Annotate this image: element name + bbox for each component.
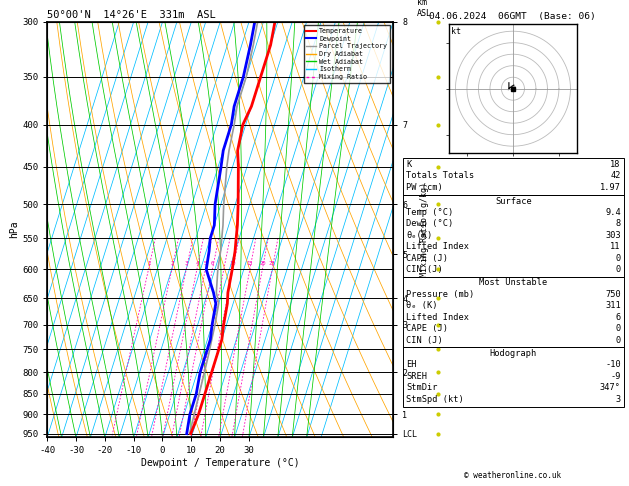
Y-axis label: hPa: hPa	[9, 221, 19, 239]
Text: 4: 4	[195, 261, 199, 266]
Text: Temp (°C): Temp (°C)	[406, 208, 454, 217]
Text: kt: kt	[451, 27, 461, 36]
Legend: Temperature, Dewpoint, Parcel Trajectory, Dry Adiabat, Wet Adiabat, Isotherm, Mi: Temperature, Dewpoint, Parcel Trajectory…	[304, 25, 390, 83]
Text: -10: -10	[605, 361, 621, 369]
Text: 9.4: 9.4	[605, 208, 621, 217]
Text: 25: 25	[269, 261, 276, 266]
Text: CIN (J): CIN (J)	[406, 265, 443, 274]
Text: 50°00'N  14°26'E  331m  ASL: 50°00'N 14°26'E 331m ASL	[47, 10, 216, 20]
Text: 11: 11	[610, 242, 621, 251]
Text: EH: EH	[406, 361, 417, 369]
Text: 0: 0	[616, 335, 621, 345]
Text: Most Unstable: Most Unstable	[479, 278, 547, 288]
Text: SREH: SREH	[406, 372, 427, 381]
Text: 42: 42	[610, 171, 621, 180]
Text: Lifted Index: Lifted Index	[406, 313, 469, 322]
Text: 750: 750	[605, 290, 621, 299]
Text: 10: 10	[230, 261, 236, 266]
Text: 311: 311	[605, 301, 621, 311]
Text: 3: 3	[616, 395, 621, 404]
Text: Lifted Index: Lifted Index	[406, 242, 469, 251]
Text: 6: 6	[616, 313, 621, 322]
Text: 0: 0	[616, 324, 621, 333]
Text: K: K	[406, 160, 411, 169]
Text: 20: 20	[259, 261, 265, 266]
Text: θₑ (K): θₑ (K)	[406, 301, 438, 311]
Text: 2: 2	[170, 261, 174, 266]
Text: 15: 15	[247, 261, 253, 266]
Text: 1.97: 1.97	[600, 183, 621, 192]
Text: -9: -9	[610, 372, 621, 381]
Text: CIN (J): CIN (J)	[406, 335, 443, 345]
Text: CAPE (J): CAPE (J)	[406, 324, 448, 333]
Text: Totals Totals: Totals Totals	[406, 171, 475, 180]
Text: StmSpd (kt): StmSpd (kt)	[406, 395, 464, 404]
Text: 1: 1	[147, 261, 150, 266]
Text: Hodograph: Hodograph	[489, 349, 537, 358]
Text: km
ASL: km ASL	[418, 0, 432, 17]
Text: Surface: Surface	[495, 196, 532, 206]
Y-axis label: Mixing Ratio (g/kg): Mixing Ratio (g/kg)	[420, 182, 429, 277]
Text: 303: 303	[605, 231, 621, 240]
Text: 347°: 347°	[600, 383, 621, 392]
Text: 5: 5	[204, 261, 207, 266]
Text: StmDir: StmDir	[406, 383, 438, 392]
Text: Dewp (°C): Dewp (°C)	[406, 219, 454, 228]
Text: 6: 6	[211, 261, 214, 266]
Text: 0: 0	[616, 254, 621, 263]
Text: CAPE (J): CAPE (J)	[406, 254, 448, 263]
Text: Pressure (mb): Pressure (mb)	[406, 290, 475, 299]
Text: 0: 0	[616, 265, 621, 274]
Text: θₑ(K): θₑ(K)	[406, 231, 433, 240]
Text: 8: 8	[616, 219, 621, 228]
X-axis label: Dewpoint / Temperature (°C): Dewpoint / Temperature (°C)	[141, 458, 299, 468]
Text: 04.06.2024  06GMT  (Base: 06): 04.06.2024 06GMT (Base: 06)	[429, 12, 596, 21]
Text: 18: 18	[610, 160, 621, 169]
Text: PW (cm): PW (cm)	[406, 183, 443, 192]
Text: 3: 3	[185, 261, 188, 266]
Text: © weatheronline.co.uk: © weatheronline.co.uk	[464, 471, 561, 480]
